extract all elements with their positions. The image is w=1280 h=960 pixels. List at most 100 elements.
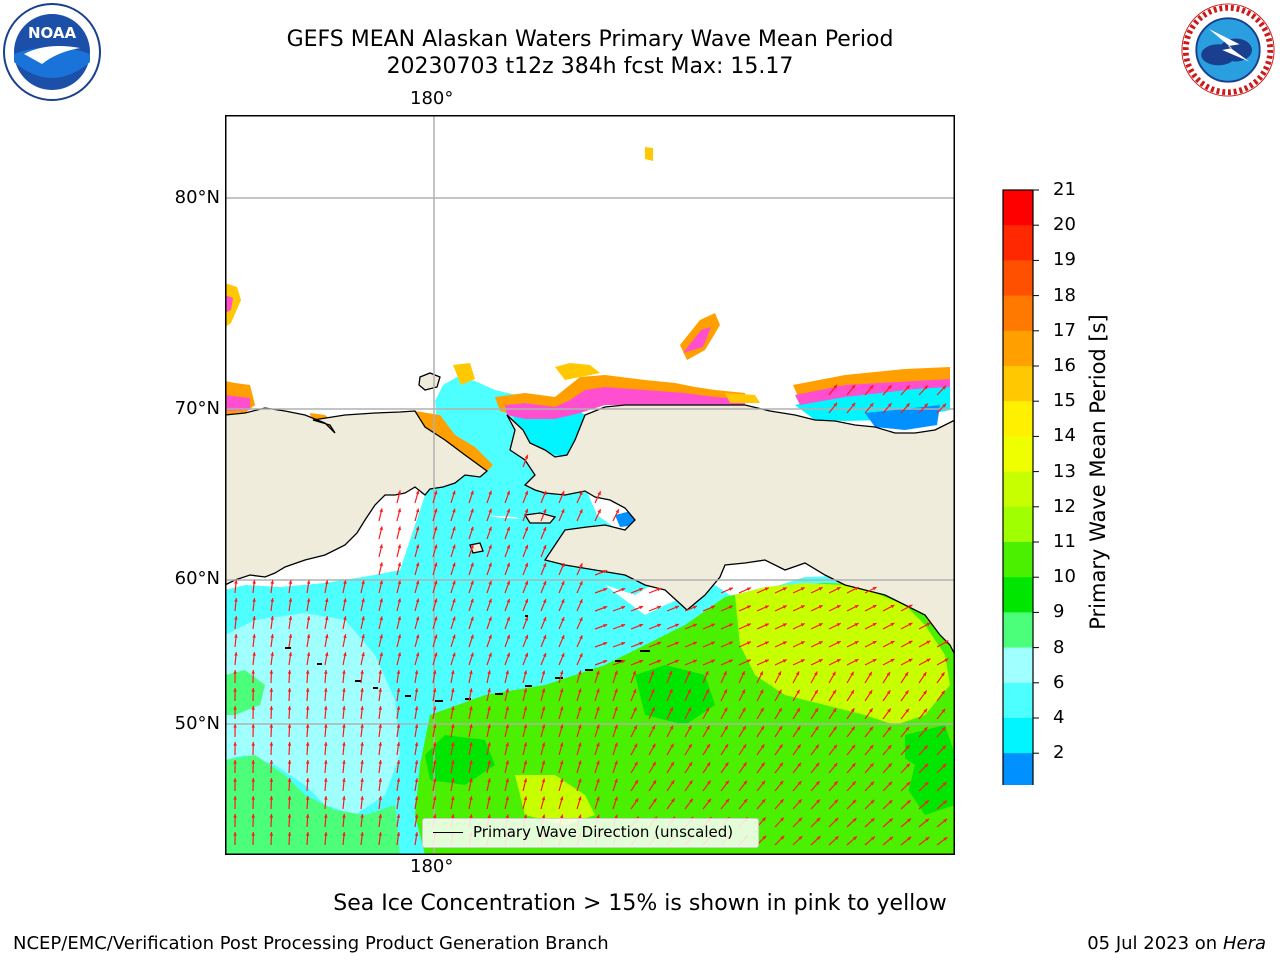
colorbar-tick-label: 10 [1053,566,1076,588]
wave-arrow-head [414,778,419,782]
wave-arrow-head [287,706,292,710]
wave-arrow-head [523,742,528,747]
wave-arrow-head [724,762,729,767]
wave-arrow-head [761,799,766,803]
lat-label-60n: 60°N [174,568,220,589]
wave-arrow-head [397,526,402,531]
wave-arrow-head [675,641,679,646]
wave-arrow-head [706,744,710,748]
wave-arrow-head [252,580,256,584]
wave-arrow-head [614,796,618,801]
wave-arrow-head [524,526,529,531]
wave-arrow-head [746,641,751,645]
wave-arrow-head [488,490,492,495]
wave-arrow-head [452,526,456,531]
wave-arrow-head [614,670,618,675]
wave-arrow-head [671,798,675,803]
wave-arrow-head [470,652,474,657]
wave-arrow-head [287,796,292,800]
wave-arrow-head [924,763,929,768]
wave-arrow-head [251,778,255,782]
wave-arrow-head [433,598,438,603]
wave-arrow-head [597,509,601,514]
wave-arrow-head [287,778,292,782]
wave-arrow-head [669,707,673,712]
wave-arrow-head [728,587,733,591]
wave-arrow-head [396,706,401,710]
wave-arrow-head [396,814,401,818]
wave-arrow-head [614,688,618,693]
map-legend: Primary Wave Direction (unscaled) [422,818,759,848]
wave-arrow-head [886,672,890,676]
wave-arrow-head [621,588,626,592]
wave-arrow-head [764,587,769,591]
wave-arrow-head [906,781,911,786]
wave-arrow-head [470,490,474,495]
wave-arrow-head [506,634,510,639]
wave-arrow-head [743,780,747,785]
wave-arrow-head [469,742,473,747]
wave-arrow-head [650,670,655,675]
wave-arrow-head [523,706,528,711]
wave-arrow-head [924,745,928,750]
wave-arrow-head [869,745,874,749]
wave-arrow-head [578,706,582,711]
wave-arrow-head [432,760,437,764]
wave-arrow-head [906,403,910,408]
wave-arrow-head [324,670,328,674]
wave-arrow-head [233,688,237,692]
wave-arrow-head [851,384,856,389]
colorbar-tick-label: 17 [1053,319,1076,341]
wave-arrow-head [469,706,473,711]
wave-arrow-head [578,688,582,693]
wave-arrow-head [741,671,745,676]
wave-arrow-head [432,670,437,674]
wave-arrow-head [470,598,474,603]
wave-arrow-head [761,762,765,767]
wave-arrow-head [907,818,911,823]
colorbar-tick-label: 13 [1053,460,1076,482]
wave-arrow-head [887,708,891,713]
wave-arrow-head [432,778,437,782]
wave-arrow-head [559,778,564,783]
wave-arrow-head [541,760,546,765]
wave-arrow-head [343,598,347,603]
wave-arrow-head [797,762,801,767]
wave-arrow-head [379,652,383,657]
wave-arrow-head [305,706,310,710]
wave-arrow-head [596,796,600,801]
wave-arrow-head [432,796,437,800]
wave-arrow-head [639,641,644,646]
wave-arrow-head [541,814,546,819]
wave-arrow-head [872,641,877,645]
wave-arrow-head [924,782,929,786]
wave-arrow-head [688,762,693,767]
wave-arrow-head [452,634,456,639]
wave-arrow-head [451,688,455,693]
wave-arrow-head [798,817,803,822]
wave-arrow-head [760,726,764,730]
wave-arrow-head [470,580,474,585]
wave-arrow-head [233,724,237,728]
wave-arrow-head [451,706,455,711]
wave-arrow-head [578,796,582,801]
wave-arrow-head [944,658,949,662]
wave-arrow-head [887,385,892,390]
wave-arrow-head [487,742,491,747]
wave-arrow-head [378,814,382,818]
legend-label: Primary Wave Direction (unscaled) [473,823,734,841]
wave-arrow-head [379,580,383,585]
wave-arrow-head [759,671,763,676]
wave-arrow-head [488,526,492,531]
wave-arrow-head [287,670,292,674]
wave-arrow-head [288,616,293,620]
wave-arrow-head [542,491,547,495]
wave-arrow-head [470,526,474,531]
colorbar-box [1003,577,1033,613]
wave-arrow-head [796,708,800,712]
wave-arrow-head [942,763,947,768]
wave-arrow-head [251,724,255,728]
wave-arrow-head [415,562,420,567]
wave-arrow-head [657,587,662,592]
wave-arrow-head [342,832,346,836]
